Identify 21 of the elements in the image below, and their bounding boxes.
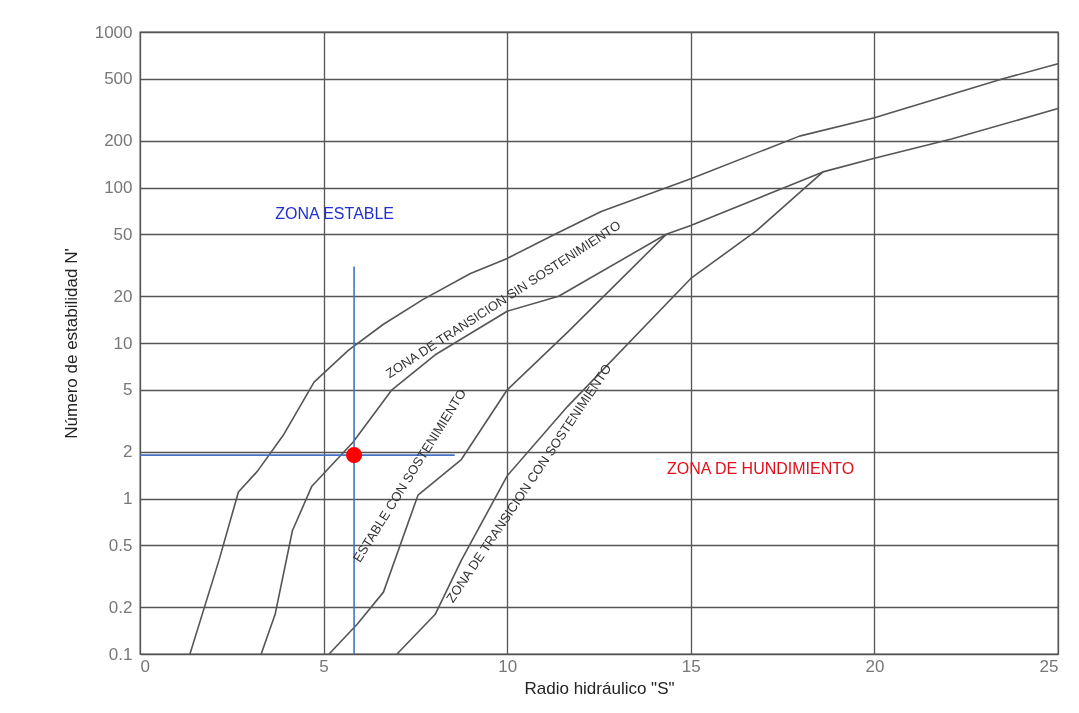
x-axis-title: Radio hidráulico "S" (524, 678, 675, 698)
y-tick-label: 0.1 (108, 644, 133, 664)
x-tick-label: 0 (140, 656, 150, 676)
y-tick-label: 2 (123, 442, 133, 462)
y-tick-label: 200 (104, 131, 133, 151)
x-tick-label: 20 (865, 656, 885, 676)
y-tick-label: 100 (104, 178, 133, 197)
y-tick-label: 500 (104, 69, 133, 89)
x-tick-label: 25 (1039, 656, 1059, 676)
x-tick-label: 15 (681, 656, 701, 676)
x-tick-label: 5 (319, 656, 329, 676)
y-tick-label: 5 (123, 380, 133, 400)
y-axis-title: Número de estabilidad N' (61, 248, 81, 439)
y-tick-label: 1 (123, 489, 133, 508)
y-tick-label: 0.2 (108, 597, 133, 617)
y-tick-label: 20 (113, 286, 133, 306)
y-tick-label: 1000 (94, 22, 133, 42)
y-tick-label: 10 (113, 333, 133, 353)
x-tick-label: 10 (498, 656, 518, 676)
y-tick-label: 0.5 (108, 535, 133, 555)
y-tick-label: 50 (113, 224, 133, 244)
